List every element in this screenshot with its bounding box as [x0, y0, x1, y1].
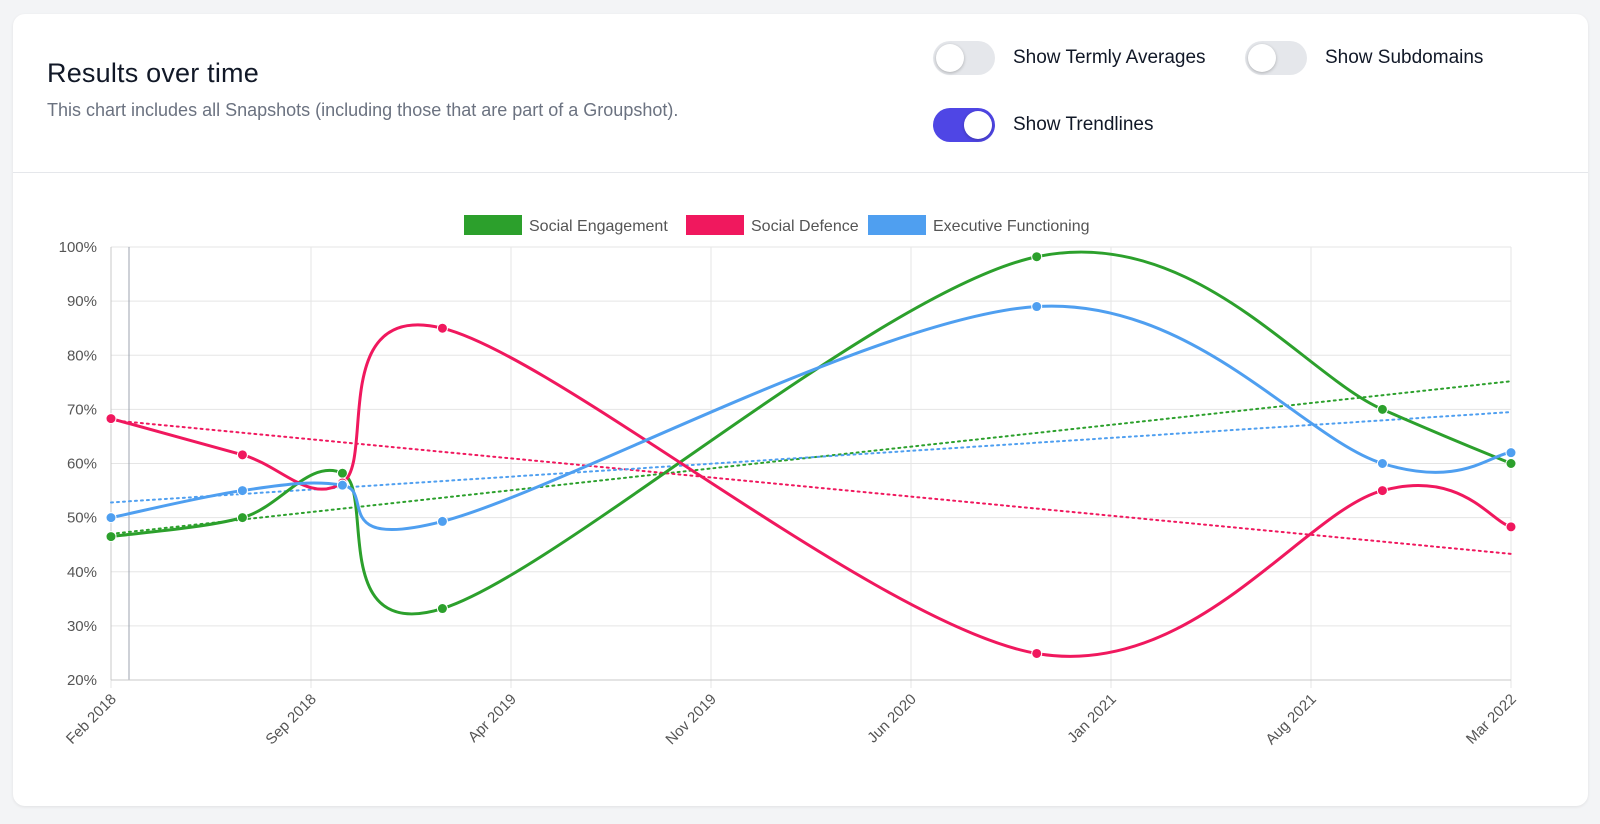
x-tick-label: Apr 2019 — [465, 691, 520, 746]
data-point-executive-functioning — [1505, 447, 1517, 459]
subdomains-label: Show Subdomains — [1325, 47, 1484, 68]
data-point-social-engagement — [336, 467, 348, 479]
data-point-social-engagement — [1031, 251, 1043, 263]
data-point-executive-functioning — [1376, 458, 1388, 469]
data-point-social-defence — [1376, 485, 1388, 497]
x-tick-label: Aug 2021 — [1262, 691, 1319, 748]
x-tick-label: Feb 2018 — [63, 691, 120, 748]
legend-swatch — [464, 215, 522, 235]
y-tick-label: 100% — [59, 239, 97, 256]
y-tick-label: 80% — [67, 347, 97, 364]
toggle-trendlines[interactable]: Show Trendlines — [933, 108, 1153, 142]
x-tick-label: Jan 2021 — [1064, 691, 1120, 747]
y-tick-label: 60% — [67, 456, 97, 473]
legend-label: Social Defence — [751, 218, 859, 235]
series-line-social-defence — [110, 323, 1512, 658]
series-line-social-engagement — [110, 250, 1512, 616]
toggle-termly-averages[interactable]: Show Termly Averages — [933, 41, 1206, 75]
switch-knob — [1248, 44, 1276, 72]
y-tick-label: 20% — [67, 672, 97, 689]
chart-legend: Social Engagement Social Defence Executive… — [464, 215, 1090, 235]
data-point-executive-functioning — [336, 479, 348, 491]
card-header: Results over time This chart includes al… — [13, 14, 1588, 173]
x-tick-label: Nov 2019 — [662, 691, 719, 748]
trendline-social-defence — [110, 419, 1512, 555]
y-tick-label: 90% — [67, 293, 97, 310]
page-title: Results over time — [47, 58, 259, 88]
x-tick-label: Jun 2020 — [864, 691, 920, 747]
results-line-chart: 20% 30% 40% 50% 60% 70% 80% 90% 100% Feb 2018 Sep … — [59, 215, 1520, 748]
trendlines-switch[interactable] — [933, 108, 995, 142]
y-tick-label: 70% — [67, 401, 97, 418]
y-tick-label: 40% — [67, 564, 97, 581]
data-point-social-defence — [105, 413, 117, 425]
legend-swatch — [868, 215, 926, 235]
data-point-executive-functioning — [1031, 301, 1043, 313]
data-point-social-defence — [1031, 647, 1043, 659]
page-subtitle: This chart includes all Snapshots (inclu… — [47, 100, 679, 120]
data-point-executive-functioning — [105, 512, 117, 524]
data-point-social-defence — [236, 449, 248, 461]
results-card: Results over time This chart includes al… — [13, 14, 1588, 806]
y-tick-label: 50% — [67, 510, 97, 527]
y-tick-label: 30% — [67, 618, 97, 635]
data-point-social-engagement — [1505, 458, 1517, 469]
data-point-social-engagement — [236, 512, 248, 524]
switch-knob — [964, 111, 992, 139]
toggle-subdomains[interactable]: Show Subdomains — [1245, 41, 1483, 75]
termly-averages-label: Show Termly Averages — [1013, 47, 1206, 68]
switch-knob — [936, 44, 964, 72]
data-point-executive-functioning — [236, 485, 248, 497]
x-tick-label: Mar 2022 — [1463, 691, 1520, 748]
legend-label: Executive Functioning — [933, 218, 1090, 235]
series-line-executive-functioning — [110, 304, 1512, 532]
legend-label: Social Engagement — [529, 218, 668, 235]
legend-swatch — [686, 215, 744, 235]
data-point-social-engagement — [1376, 403, 1388, 415]
termly-averages-switch[interactable] — [933, 41, 995, 75]
trendlines-label: Show Trendlines — [1013, 114, 1154, 135]
x-tick-label: Sep 2018 — [262, 691, 319, 748]
subdomains-switch[interactable] — [1245, 41, 1307, 75]
data-point-executive-functioning — [436, 515, 448, 527]
data-point-social-defence — [1505, 521, 1517, 533]
data-point-social-engagement — [105, 531, 117, 543]
data-point-social-engagement — [436, 603, 448, 615]
data-point-social-defence — [436, 322, 448, 334]
